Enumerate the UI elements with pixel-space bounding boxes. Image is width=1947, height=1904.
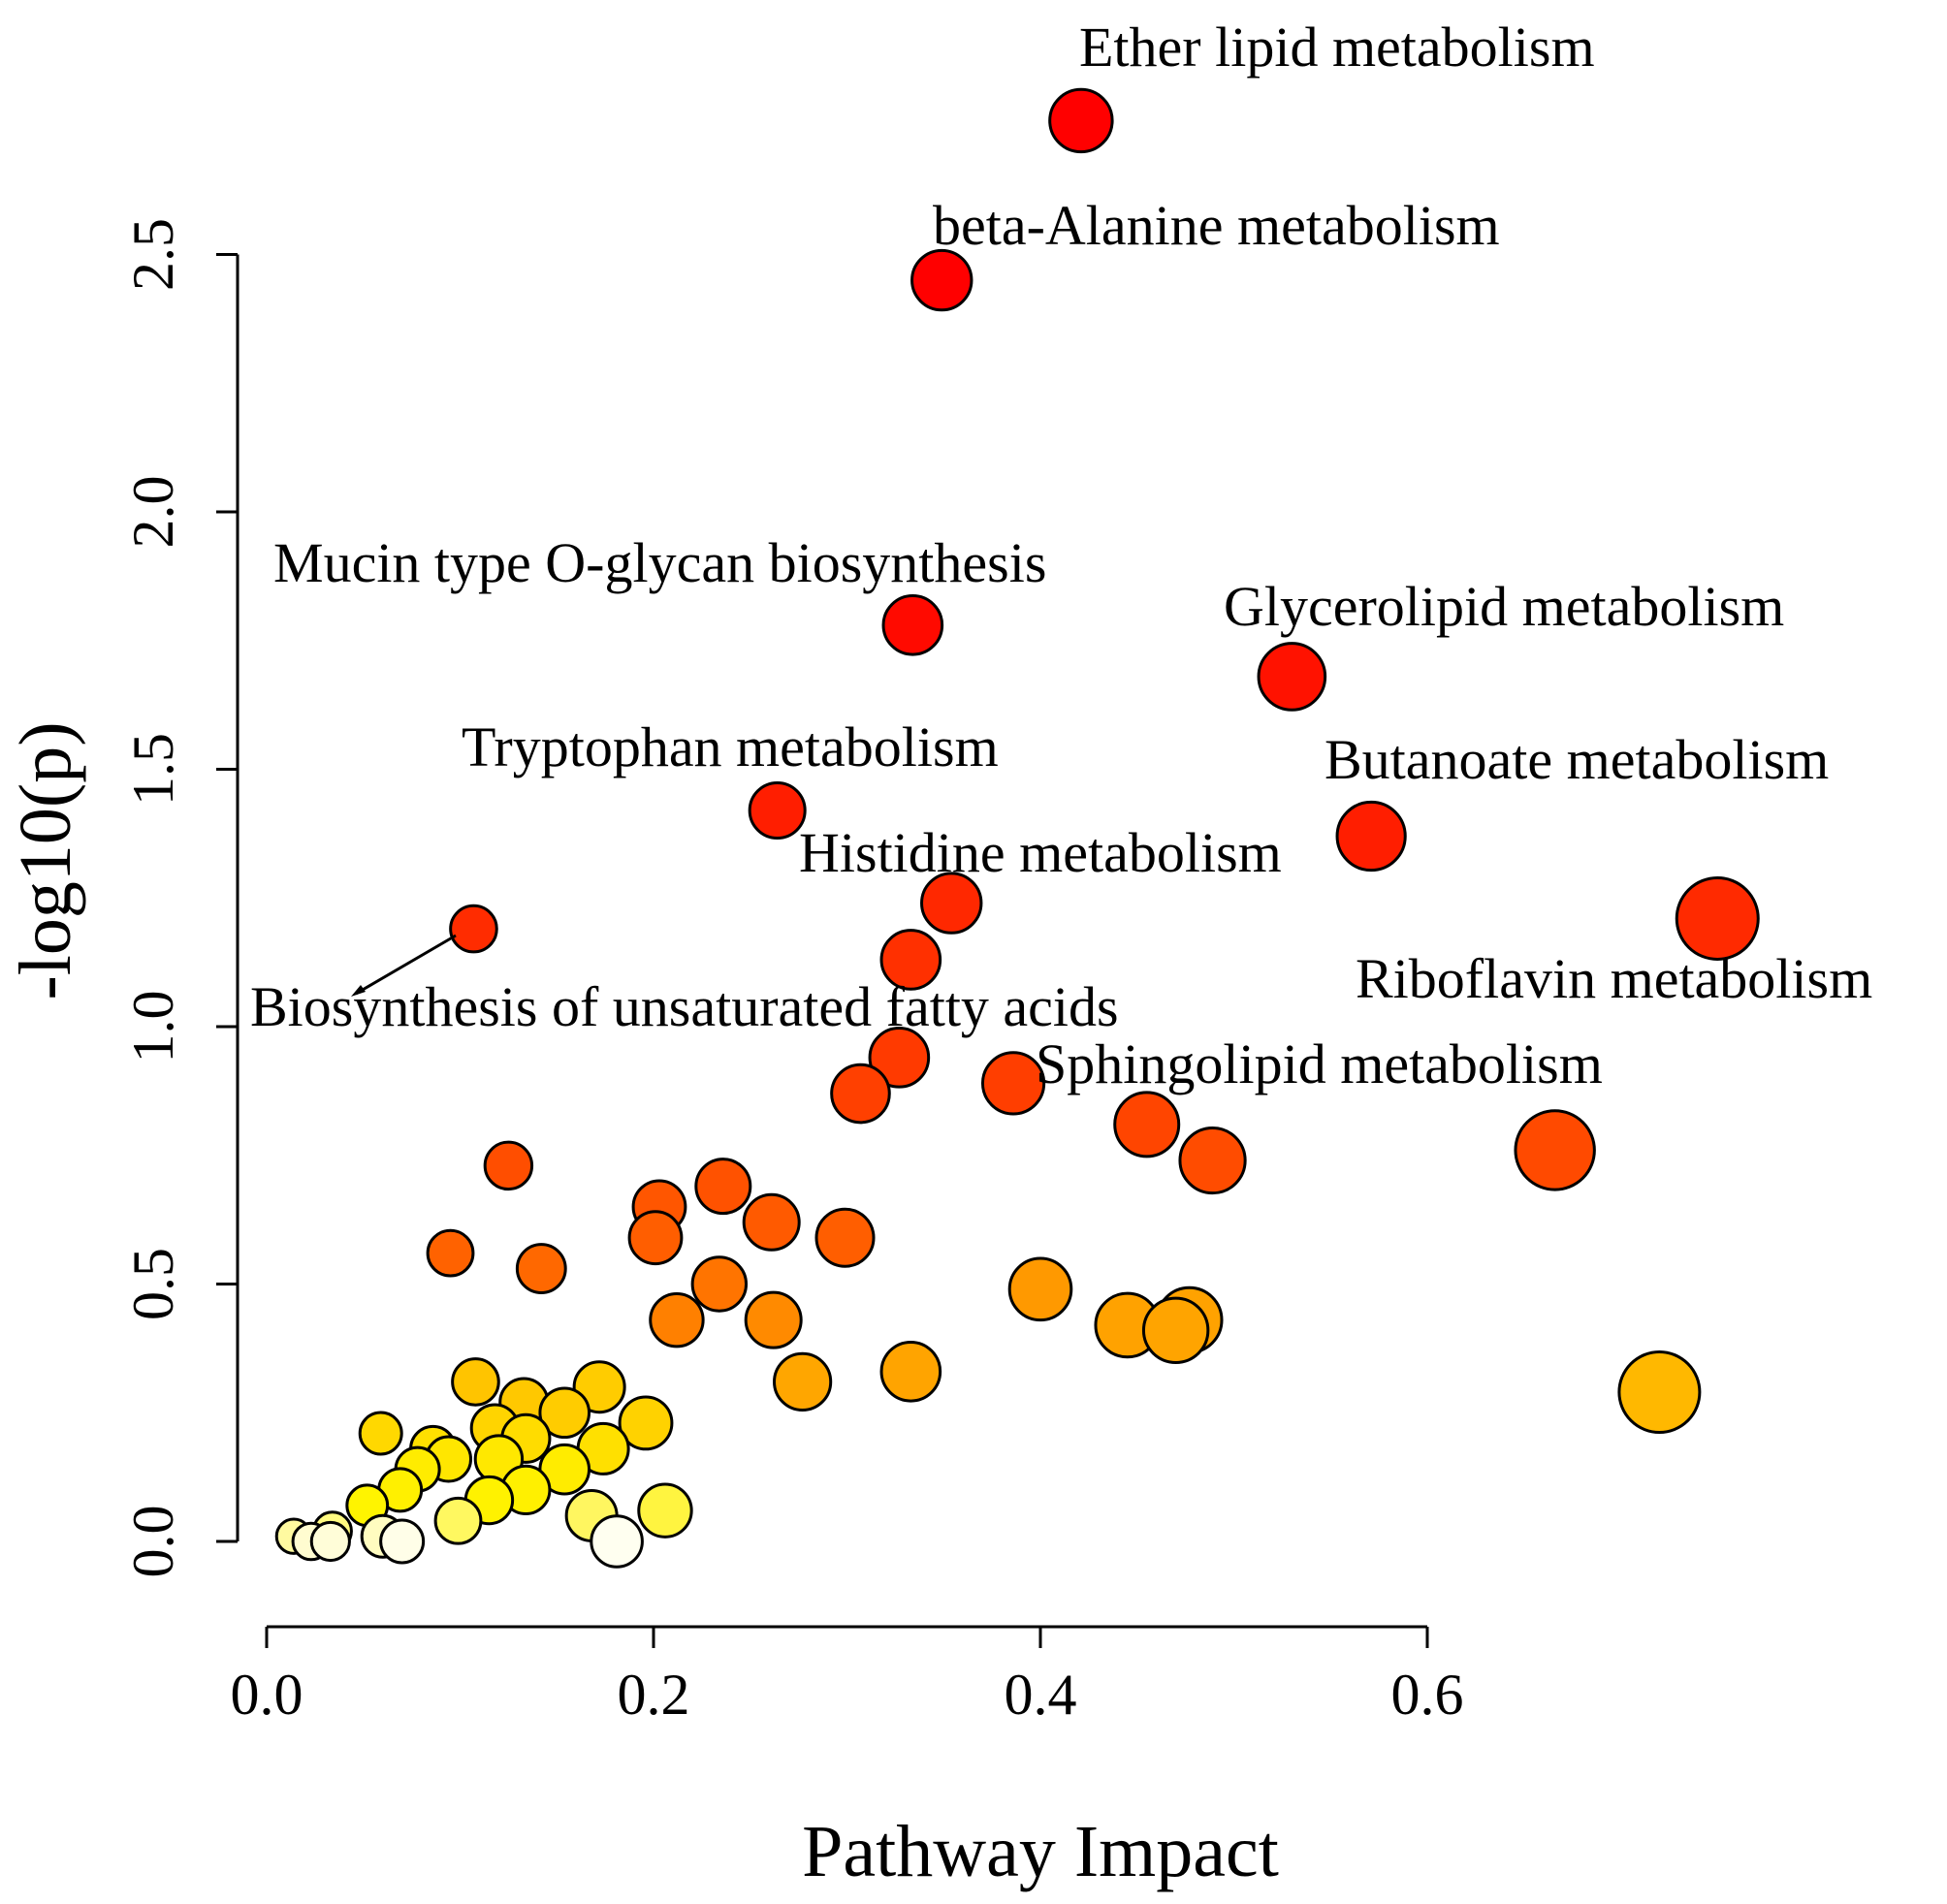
annotation-arrow-line — [355, 934, 457, 996]
data-point — [748, 780, 807, 840]
y-tick-label: 1.5 — [121, 733, 185, 806]
point-label: Ether lipid metabolism — [1079, 16, 1595, 79]
data-point — [773, 1351, 833, 1412]
x-axis-ticks: 0.0 0.2 0.4 0.6 — [231, 1627, 1464, 1727]
data-point — [881, 594, 944, 656]
x-tick-label: 0.2 — [618, 1663, 690, 1727]
data-point — [1007, 1256, 1073, 1322]
data-point — [590, 1514, 644, 1569]
data-point — [1257, 642, 1327, 712]
data-point — [742, 1192, 801, 1252]
axes: 0.0 0.2 0.4 0.6 0.0 0.5 1.0 1.5 2.0 2.5 — [121, 218, 1464, 1727]
annotation-arrow-head — [351, 985, 366, 997]
data-point — [433, 1496, 483, 1545]
point-label: Butanoate metabolism — [1325, 728, 1829, 791]
data-point — [618, 1395, 674, 1451]
x-tick-label: 0.0 — [231, 1663, 303, 1727]
y-tick-label: 2.5 — [121, 218, 185, 291]
data-point — [1617, 1350, 1702, 1435]
data-point — [1675, 875, 1760, 961]
x-tick-label: 0.6 — [1391, 1663, 1464, 1727]
data-point — [879, 929, 942, 991]
data-point — [879, 1340, 942, 1403]
data-point — [980, 1051, 1046, 1116]
point-labels: Ether lipid metabolism beta-Alanine metab… — [250, 16, 1872, 1095]
data-points — [274, 87, 1760, 1569]
point-label: Sphingolipid metabolism — [1036, 1032, 1603, 1095]
y-tick-label: 0.5 — [121, 1248, 185, 1320]
data-point — [814, 1207, 876, 1268]
data-point — [637, 1482, 693, 1539]
data-point — [449, 904, 498, 954]
point-label: Histidine metabolism — [799, 821, 1282, 884]
data-point — [694, 1158, 752, 1216]
x-tick-label: 0.4 — [1005, 1663, 1077, 1727]
data-point — [744, 1290, 803, 1349]
data-point — [1113, 1091, 1181, 1158]
y-tick-label: 1.0 — [121, 991, 185, 1063]
point-label: Glycerolipid metabolism — [1224, 575, 1784, 638]
point-label: beta-Alanine metabolism — [933, 194, 1500, 257]
point-label: Biosynthesis of unsaturated fatty acids — [250, 975, 1119, 1038]
data-point — [426, 1228, 475, 1278]
data-point — [309, 1520, 351, 1563]
point-label: Riboflavin metabolism — [1356, 947, 1872, 1010]
data-point — [830, 1063, 891, 1125]
data-point — [451, 1357, 500, 1407]
data-point — [1335, 800, 1407, 873]
y-tick-label: 0.0 — [121, 1506, 185, 1578]
data-point — [627, 1210, 684, 1266]
data-point — [1141, 1296, 1210, 1364]
y-axis-title: -log10(p) — [5, 721, 86, 1000]
y-axis-ticks: 0.0 0.5 1.0 1.5 2.0 2.5 — [121, 218, 238, 1578]
point-label: Tryptophan metabolism — [462, 715, 999, 778]
data-point — [515, 1243, 567, 1294]
data-point — [1048, 87, 1114, 154]
data-point — [1178, 1126, 1247, 1195]
data-point — [910, 248, 974, 312]
data-point — [868, 1027, 931, 1089]
data-point — [483, 1140, 534, 1191]
point-label: Mucin type O-glycan biosynthesis — [273, 531, 1046, 594]
y-tick-label: 2.0 — [121, 476, 185, 549]
data-point — [649, 1291, 705, 1349]
data-point — [358, 1411, 403, 1456]
data-point — [920, 872, 983, 935]
x-axis-title: Pathway Impact — [802, 1811, 1279, 1892]
data-point — [538, 1386, 591, 1440]
data-point — [1514, 1109, 1596, 1191]
data-point — [379, 1518, 426, 1565]
data-point — [690, 1255, 749, 1313]
